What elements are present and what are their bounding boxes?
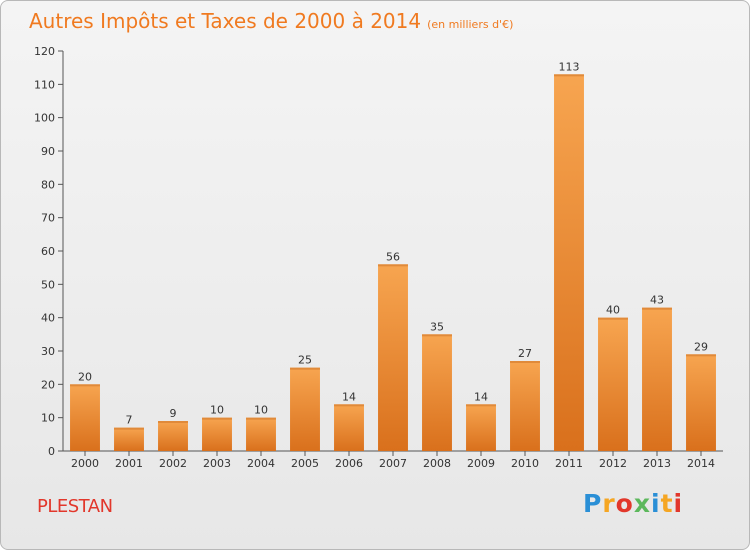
bar-value-label: 40 (606, 304, 620, 317)
y-tick-label: 120 (34, 45, 55, 58)
bar-value-label: 20 (78, 370, 92, 383)
bar-value-label: 10 (254, 404, 268, 417)
bar-top-edge (554, 74, 584, 77)
bar-top-edge (510, 361, 540, 363)
bar-value-label: 29 (694, 340, 708, 353)
bar-top-edge (290, 367, 320, 370)
bar-top-edge (642, 307, 672, 310)
bar (114, 427, 144, 451)
bar (598, 317, 628, 451)
bar (686, 354, 716, 451)
bar (510, 361, 540, 451)
chart-title-text: Autres Impôts et Taxes de 2000 à 2014 (29, 9, 422, 33)
bar-value-label: 113 (559, 60, 580, 73)
logo-letter: t (660, 489, 674, 518)
bar-top-edge (466, 404, 496, 407)
y-tick-label: 50 (41, 278, 55, 291)
x-tick-label: 2014 (687, 457, 715, 470)
bar (334, 404, 364, 451)
y-axis: 0 10 20 30 40 50 60 70 80 90 100 110 120 (34, 45, 64, 458)
x-tick-label: 2006 (335, 457, 363, 470)
x-tick-label: 2010 (511, 457, 539, 470)
bar (290, 367, 320, 451)
bar (70, 384, 100, 451)
x-tick-label: 2012 (599, 457, 627, 470)
y-tick-label: 0 (48, 445, 55, 458)
x-tick-label: 2009 (467, 457, 495, 470)
bar-top-edge (202, 417, 232, 420)
x-tick-label: 2001 (115, 457, 143, 470)
logo-letter: x (633, 489, 651, 518)
x-tick-label: 2000 (71, 457, 99, 470)
bar-top-edge (246, 417, 276, 420)
bar-value-label: 10 (210, 404, 224, 417)
bar-value-label: 56 (386, 250, 400, 263)
bar (554, 74, 584, 451)
bar-value-label: 7 (126, 414, 133, 427)
bar-top-edge (114, 427, 144, 430)
bar (246, 417, 276, 451)
bar-top-edge (70, 384, 100, 387)
bar-top-edge (422, 334, 452, 337)
bars-group: 20 7 9 10 10 25 14 56 35 14 27 113 40 43 29 (70, 60, 716, 451)
bar-value-label: 35 (430, 320, 444, 333)
bar (422, 334, 452, 451)
bar-value-label: 14 (474, 390, 488, 403)
y-tick-label: 100 (34, 112, 55, 125)
logo-letter: P (583, 489, 603, 518)
bar-top-edge (334, 404, 364, 407)
x-tick-label: 2008 (423, 457, 451, 470)
x-tick-label: 2007 (379, 457, 407, 470)
y-tick-label: 110 (34, 78, 55, 91)
x-tick-label: 2013 (643, 457, 671, 470)
logo-letter: i (673, 489, 684, 518)
bar (202, 417, 232, 451)
logo-letter: r (602, 489, 616, 518)
chart-subtitle: (en milliers d'€) (427, 18, 514, 31)
bar-value-label: 25 (298, 354, 312, 367)
bar (158, 421, 188, 451)
y-tick-label: 90 (41, 145, 55, 158)
bar-value-label: 27 (518, 347, 532, 360)
logo-letter: i (651, 489, 661, 518)
chart-title: Autres Impôts et Taxes de 2000 à 2014 (en… (29, 9, 513, 33)
x-tick-label: 2011 (555, 457, 583, 470)
y-tick-label: 30 (41, 345, 55, 358)
x-axis: 2000 2001 2002 2003 2004 2005 2006 2007 2008 2009… (63, 450, 723, 470)
y-tick-label: 60 (41, 245, 55, 258)
bar (642, 307, 672, 451)
y-tick-label: 40 (41, 312, 55, 325)
y-tick-label: 80 (41, 178, 55, 191)
bar-value-label: 14 (342, 390, 356, 403)
bar-top-edge (158, 421, 188, 423)
bar-value-label: 43 (650, 294, 664, 307)
bar (378, 264, 408, 451)
x-tick-label: 2003 (203, 457, 231, 470)
bar-top-edge (598, 317, 628, 320)
x-tick-label: 2004 (247, 457, 275, 470)
logo-letter: o (615, 489, 634, 518)
bar (466, 404, 496, 451)
bar-top-edge (378, 264, 408, 267)
x-tick-label: 2002 (159, 457, 187, 470)
x-tick-label: 2005 (291, 457, 319, 470)
bar-top-edge (686, 354, 716, 357)
bar-value-label: 9 (170, 407, 177, 420)
commune-name: PLESTAN (37, 496, 113, 517)
y-tick-label: 20 (41, 378, 55, 391)
y-tick-label: 70 (41, 212, 55, 225)
proxiti-logo: Proxiti (583, 489, 683, 518)
y-tick-label: 10 (41, 412, 55, 425)
